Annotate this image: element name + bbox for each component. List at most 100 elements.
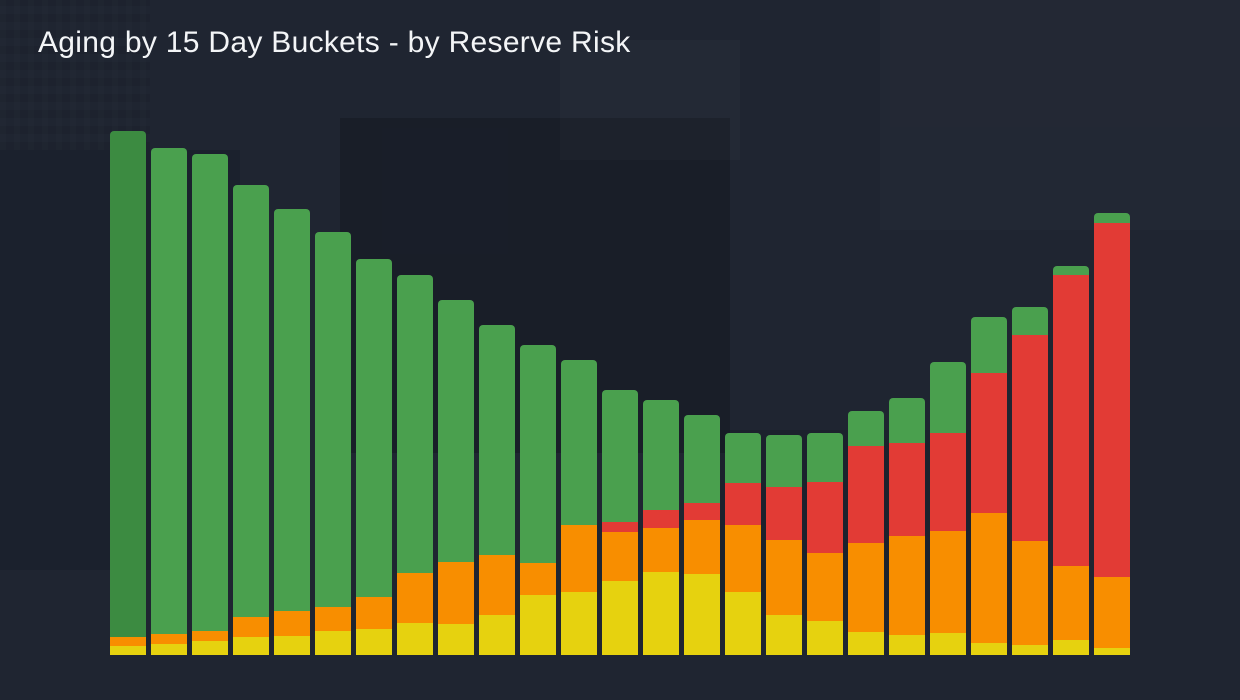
- bar-segment-orange[interactable]: [684, 520, 720, 574]
- bar-bucket-3: [192, 154, 228, 655]
- bar-segment-yellow[interactable]: [438, 624, 474, 655]
- bar-segment-green[interactable]: [643, 400, 679, 510]
- bar-segment-green[interactable]: [192, 154, 228, 631]
- bar-segment-orange[interactable]: [151, 634, 187, 644]
- bar-segment-orange[interactable]: [561, 525, 597, 592]
- bar-segment-yellow[interactable]: [151, 644, 187, 655]
- bar-bucket-19: [848, 411, 884, 655]
- bar-segment-green[interactable]: [930, 362, 966, 433]
- bar-segment-red[interactable]: [1094, 223, 1130, 577]
- bar-segment-orange[interactable]: [438, 562, 474, 624]
- bar-segment-green[interactable]: [356, 259, 392, 597]
- bar-segment-yellow[interactable]: [315, 631, 351, 655]
- bar-segment-orange[interactable]: [192, 631, 228, 641]
- bar-segment-orange[interactable]: [766, 540, 802, 615]
- bar-segment-yellow[interactable]: [602, 581, 638, 655]
- bar-segment-orange[interactable]: [848, 543, 884, 632]
- bar-segment-green[interactable]: [1012, 307, 1048, 335]
- bar-segment-red[interactable]: [1053, 275, 1089, 566]
- bar-segment-yellow[interactable]: [397, 623, 433, 655]
- bar-bucket-18: [807, 433, 843, 655]
- bar-segment-orange[interactable]: [274, 611, 310, 636]
- bar-segment-green[interactable]: [1053, 266, 1089, 275]
- bar-segment-orange[interactable]: [1012, 541, 1048, 645]
- bar-segment-red[interactable]: [930, 433, 966, 531]
- bar-segment-orange[interactable]: [110, 637, 146, 646]
- bar-segment-green[interactable]: [520, 345, 556, 563]
- bar-bucket-2: [151, 148, 187, 655]
- bar-segment-green[interactable]: [766, 435, 802, 487]
- bar-segment-orange[interactable]: [602, 532, 638, 581]
- bar-segment-yellow[interactable]: [971, 643, 1007, 655]
- bar-segment-red[interactable]: [889, 443, 925, 536]
- bar-segment-green[interactable]: [233, 185, 269, 617]
- bar-segment-yellow[interactable]: [479, 615, 515, 655]
- bar-segment-yellow[interactable]: [520, 595, 556, 655]
- bar-bucket-16: [725, 433, 761, 655]
- bar-segment-red[interactable]: [1012, 335, 1048, 541]
- bar-segment-orange[interactable]: [397, 573, 433, 623]
- bar-segment-yellow[interactable]: [848, 632, 884, 655]
- bar-segment-green[interactable]: [479, 325, 515, 555]
- bar-segment-yellow[interactable]: [725, 592, 761, 655]
- bar-segment-orange[interactable]: [315, 607, 351, 631]
- bar-segment-yellow[interactable]: [766, 615, 802, 655]
- bar-segment-green[interactable]: [889, 398, 925, 443]
- bar-segment-red[interactable]: [766, 487, 802, 540]
- bar-segment-yellow[interactable]: [1012, 645, 1048, 655]
- bar-segment-red[interactable]: [602, 522, 638, 532]
- bar-segment-green[interactable]: [848, 411, 884, 446]
- bar-segment-yellow[interactable]: [356, 629, 392, 655]
- bar-segment-orange[interactable]: [971, 513, 1007, 643]
- bar-bucket-7: [356, 259, 392, 655]
- bar-segment-orange[interactable]: [930, 531, 966, 633]
- bar-segment-yellow[interactable]: [1094, 648, 1130, 655]
- bar-segment-green[interactable]: [110, 131, 146, 637]
- bar-segment-green[interactable]: [971, 317, 1007, 373]
- bar-segment-orange[interactable]: [725, 525, 761, 592]
- bar-segment-yellow[interactable]: [233, 637, 269, 655]
- bar-segment-red[interactable]: [807, 482, 843, 553]
- bar-segment-orange[interactable]: [889, 536, 925, 635]
- bar-segment-green[interactable]: [1094, 213, 1130, 223]
- bar-segment-green[interactable]: [684, 415, 720, 503]
- bar-segment-yellow[interactable]: [807, 621, 843, 655]
- bar-segment-green[interactable]: [151, 148, 187, 634]
- bar-segment-red[interactable]: [684, 503, 720, 520]
- bar-bucket-5: [274, 209, 310, 655]
- bar-bucket-12: [561, 360, 597, 655]
- bar-segment-yellow[interactable]: [274, 636, 310, 655]
- bar-segment-red[interactable]: [643, 510, 679, 528]
- bar-segment-green[interactable]: [438, 300, 474, 562]
- bar-segment-yellow[interactable]: [561, 592, 597, 655]
- bar-segment-red[interactable]: [725, 483, 761, 525]
- bar-bucket-11: [520, 345, 556, 655]
- bar-segment-red[interactable]: [848, 446, 884, 543]
- bar-segment-yellow[interactable]: [1053, 640, 1089, 655]
- bar-segment-orange[interactable]: [1094, 577, 1130, 648]
- bar-segment-orange[interactable]: [520, 563, 556, 595]
- bar-segment-orange[interactable]: [807, 553, 843, 621]
- bar-segment-green[interactable]: [602, 390, 638, 522]
- bar-segment-orange[interactable]: [479, 555, 515, 615]
- bar-segment-yellow[interactable]: [110, 646, 146, 655]
- bar-segment-yellow[interactable]: [192, 641, 228, 655]
- bar-segment-yellow[interactable]: [684, 574, 720, 655]
- bar-segment-green[interactable]: [315, 232, 351, 607]
- bar-segment-yellow[interactable]: [930, 633, 966, 655]
- bar-segment-green[interactable]: [397, 275, 433, 573]
- bar-bucket-8: [397, 275, 433, 655]
- bar-segment-orange[interactable]: [233, 617, 269, 637]
- bar-bucket-4: [233, 185, 269, 655]
- bar-segment-yellow[interactable]: [889, 635, 925, 655]
- bar-segment-green[interactable]: [725, 433, 761, 483]
- bar-segment-orange[interactable]: [643, 528, 679, 572]
- bar-segment-orange[interactable]: [356, 597, 392, 629]
- bar-segment-orange[interactable]: [1053, 566, 1089, 640]
- bar-segment-green[interactable]: [807, 433, 843, 482]
- bar-segment-red[interactable]: [971, 373, 1007, 513]
- bar-segment-green[interactable]: [274, 209, 310, 611]
- bar-segment-green[interactable]: [561, 360, 597, 525]
- bar-segment-yellow[interactable]: [643, 572, 679, 655]
